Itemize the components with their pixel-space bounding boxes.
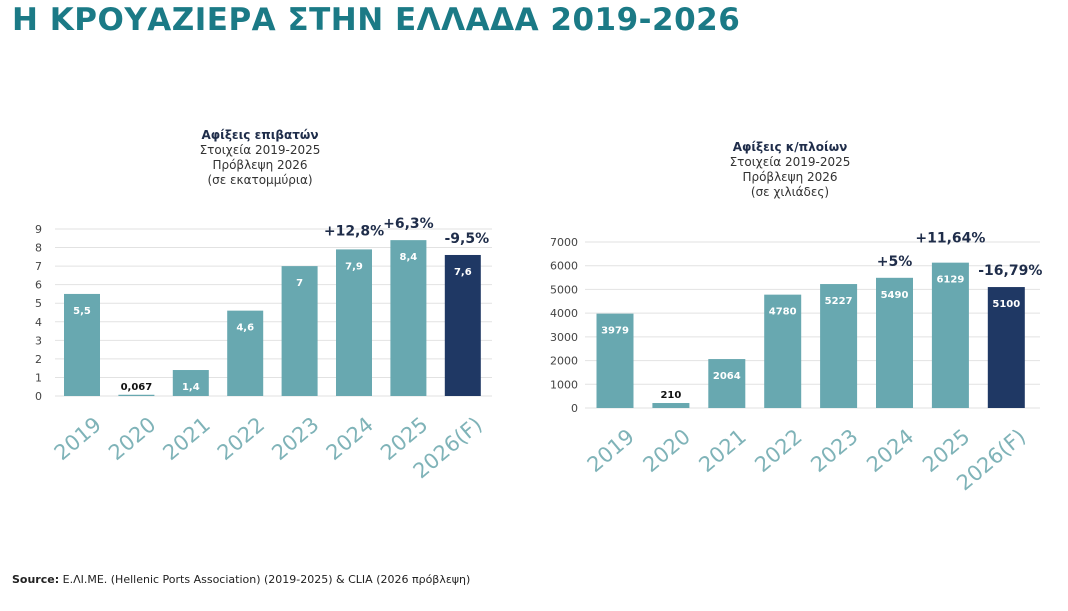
data-label: 7 — [296, 278, 303, 289]
source-text: Ε.ΛΙ.ΜΕ. (Hellenic Ports Association) (2… — [59, 573, 471, 586]
y-tick-label: 5000 — [550, 283, 578, 296]
bar-2021 — [708, 359, 746, 408]
y-tick-label: 0 — [571, 402, 578, 415]
x-tick-label: 2019 — [583, 424, 639, 477]
data-label: 6129 — [936, 275, 964, 286]
chart-1-subtitle-2: Πρόβλεψη 2026 — [212, 158, 308, 172]
bar-2023 — [820, 284, 858, 408]
growth-annotation: +6,3% — [383, 216, 434, 232]
x-tick-label: 2024 — [862, 424, 918, 477]
x-tick-label: 2021 — [158, 412, 214, 465]
data-label: 2064 — [713, 371, 741, 382]
bar-2019 — [596, 313, 634, 408]
bar-2025 — [390, 240, 427, 396]
data-label: 5490 — [881, 290, 909, 301]
growth-annotation: +12,8% — [324, 223, 384, 239]
source-label: Source: — [12, 573, 60, 586]
data-label: 5,5 — [73, 306, 91, 317]
chart-2-title: Αφίξεις κ/πλοίων — [732, 140, 848, 154]
bar-2020 — [652, 403, 690, 408]
bar-2026(F) — [444, 254, 481, 396]
y-tick-label: 5 — [35, 297, 42, 310]
bar-2023 — [281, 266, 318, 396]
chart-2-heading: Αφίξεις κ/πλοίων Στοιχεία 2019-2025 Πρόβ… — [680, 140, 900, 200]
y-tick-label: 1 — [35, 371, 42, 384]
data-label: 5100 — [992, 299, 1020, 310]
chart-1-subtitle-1: Στοιχεία 2019-2025 — [199, 143, 321, 157]
data-label: 7,6 — [454, 267, 472, 278]
y-tick-label: 7 — [35, 260, 42, 273]
y-tick-label: 6 — [35, 279, 42, 292]
chart-2-subtitle-3: (σε χιλιάδες) — [750, 185, 830, 199]
y-tick-label: 6000 — [550, 260, 578, 273]
bar-2019 — [64, 293, 100, 396]
chart-1-title: Αφίξεις επιβατών — [201, 128, 319, 142]
y-tick-label: 9 — [35, 223, 42, 236]
growth-annotation: -16,79% — [978, 263, 1042, 279]
chart-1-heading: Αφίξεις επιβατών Στοιχεία 2019-2025 Πρόβ… — [150, 128, 370, 188]
data-label: 8,4 — [400, 252, 418, 263]
x-tick-label: 2023 — [267, 412, 323, 465]
y-tick-label: 4000 — [550, 307, 578, 320]
growth-annotation: -9,5% — [444, 231, 489, 247]
data-label: 210 — [660, 390, 681, 401]
y-tick-label: 7000 — [550, 236, 578, 249]
growth-annotation: +11,64% — [915, 231, 985, 247]
y-tick-label: 4 — [35, 316, 42, 329]
growth-annotation: +5% — [877, 254, 913, 270]
x-tick-label: 2024 — [322, 412, 378, 465]
data-label: 1,4 — [182, 382, 200, 393]
data-label: 7,9 — [345, 261, 363, 272]
data-label: 4780 — [769, 307, 797, 318]
x-tick-label: 2022 — [213, 412, 269, 465]
y-tick-label: 8 — [35, 242, 42, 255]
bar-2022 — [227, 310, 264, 396]
bar-2024 — [876, 277, 913, 408]
x-tick-label: 2022 — [750, 424, 806, 477]
x-tick-label: 2021 — [694, 424, 750, 477]
y-tick-label: 2 — [35, 353, 42, 366]
data-label: 4,6 — [236, 323, 254, 334]
x-tick-label: 2020 — [639, 424, 695, 477]
x-tick-label: 2019 — [50, 412, 106, 465]
source-note: Source: Ε.ΛΙ.ΜΕ. (Hellenic Ports Associa… — [12, 573, 470, 586]
bar-2024 — [336, 249, 372, 396]
bar-2022 — [764, 294, 802, 408]
bar-2020 — [118, 394, 155, 396]
chart-1-subtitle-3: (σε εκατομμύρια) — [207, 173, 313, 187]
y-tick-label: 3000 — [550, 331, 578, 344]
y-tick-label: 2000 — [550, 355, 578, 368]
y-tick-label: 1000 — [550, 378, 578, 391]
y-tick-label: 3 — [35, 334, 42, 347]
bar-2025 — [931, 262, 969, 408]
y-tick-label: 0 — [35, 390, 42, 403]
x-tick-label: 2020 — [104, 412, 160, 465]
bar-2026(F) — [987, 287, 1025, 408]
chart-2-subtitle-2: Πρόβλεψη 2026 — [742, 170, 838, 184]
chart-2-subtitle-1: Στοιχεία 2019-2025 — [729, 155, 851, 169]
bar-2021 — [172, 370, 209, 396]
data-label: 0,067 — [121, 382, 153, 393]
page-title: Η ΚΡΟΥΑΖΙΕΡΑ ΣΤΗΝ ΕΛΛΑΔΑ 2019-2026 — [12, 2, 741, 38]
data-label: 3979 — [601, 326, 629, 337]
data-label: 5227 — [825, 296, 853, 307]
x-tick-label: 2023 — [806, 424, 862, 477]
